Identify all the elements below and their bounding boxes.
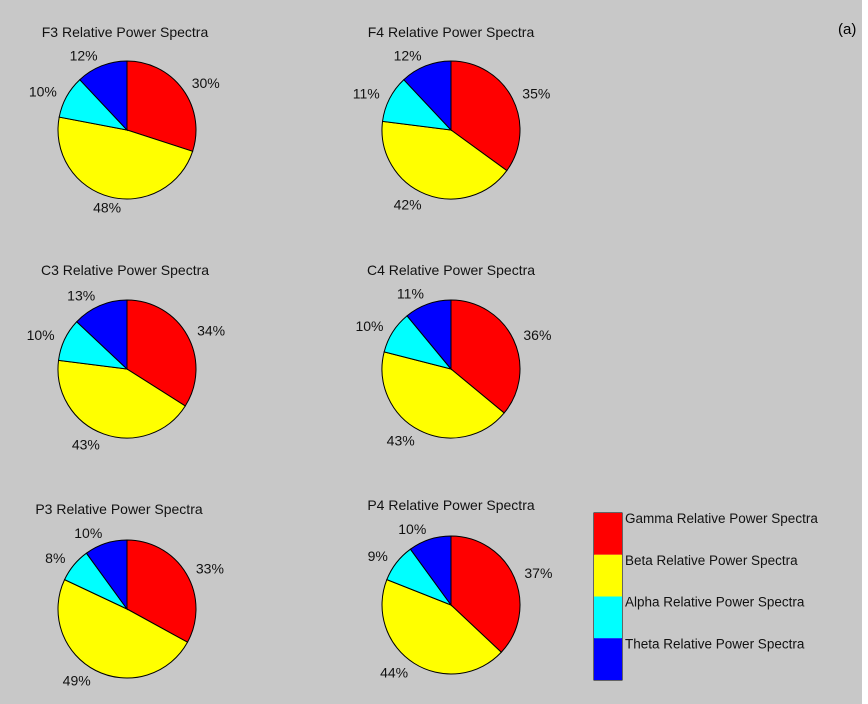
pie-title-c3: C3 Relative Power Spectra bbox=[41, 262, 209, 278]
pie-label-f3-gamma: 30% bbox=[192, 75, 220, 91]
pie-label-f4-alpha: 11% bbox=[353, 86, 380, 102]
pie-label-c3-beta: 43% bbox=[72, 436, 100, 452]
legend-label-gamma: Gamma Relative Power Spectra bbox=[625, 511, 818, 526]
pie-slice-p4-theta bbox=[409, 535, 452, 607]
pie-slice-f3-theta bbox=[79, 60, 128, 132]
pie-slice-p3-gamma bbox=[126, 539, 197, 643]
pie-slice-f3-gamma bbox=[126, 60, 197, 152]
legend-label-beta: Beta Relative Power Spectra bbox=[625, 553, 798, 568]
pie-chart-p3: P3 Relative Power Spectra 33% 49% 8% 10% bbox=[35, 501, 224, 688]
pie-slice-f4-beta bbox=[381, 120, 508, 200]
pie-label-p3-theta: 10% bbox=[74, 525, 102, 541]
pie-label-c4-gamma: 36% bbox=[523, 327, 551, 343]
legend-label-alpha: Alpha Relative Power Spectra bbox=[625, 595, 805, 610]
pie-slice-p4-beta bbox=[381, 578, 503, 675]
pie-slice-c4-beta bbox=[381, 351, 505, 439]
legend-swatch-theta bbox=[594, 638, 622, 680]
pie-title-p3: P3 Relative Power Spectra bbox=[35, 501, 203, 517]
legend: Gamma Relative Power Spectra Beta Relativ… bbox=[593, 511, 818, 681]
pie-label-f4-theta: 12% bbox=[394, 48, 422, 64]
pie-slice-c4-theta bbox=[406, 299, 452, 371]
pie-label-f4-beta: 42% bbox=[394, 196, 422, 212]
pie-label-p3-gamma: 33% bbox=[196, 560, 224, 576]
pie-label-c4-alpha: 10% bbox=[355, 318, 383, 334]
pie-chart-c3: C3 Relative Power Spectra 34% 43% 10% 13% bbox=[27, 262, 226, 452]
pie-title-p4: P4 Relative Power Spectra bbox=[367, 497, 535, 513]
pie-title-c4: C4 Relative Power Spectra bbox=[367, 262, 535, 278]
legend-swatch-gamma bbox=[594, 513, 622, 555]
legend-swatch-alpha bbox=[594, 596, 622, 639]
pie-label-p4-theta: 10% bbox=[398, 521, 426, 537]
legend-swatch-beta bbox=[594, 554, 622, 597]
pie-label-c4-beta: 43% bbox=[387, 432, 415, 448]
pie-label-p3-beta: 49% bbox=[63, 672, 91, 688]
pie-slice-c4-gamma bbox=[450, 299, 521, 414]
pie-slice-p4-gamma bbox=[450, 535, 521, 653]
pie-chart-f3: F3 Relative Power Spectra 30% 48% 10% 12% bbox=[29, 24, 220, 216]
pie-label-f4-gamma: 35% bbox=[522, 86, 550, 102]
pie-label-p4-gamma: 37% bbox=[524, 565, 552, 581]
legend-label-theta: Theta Relative Power Spectra bbox=[625, 636, 805, 651]
pie-slice-p3-theta bbox=[85, 539, 128, 611]
pie-charts-group: F3 Relative Power Spectra30%48%10%12%F4 … bbox=[27, 24, 553, 688]
pie-chart-p4: P4 Relative Power Spectra 37% 44% 9% 10% bbox=[367, 497, 552, 681]
legend-swatches bbox=[594, 513, 622, 680]
pie-slice-f4-theta bbox=[403, 60, 452, 132]
pie-slice-p3-beta bbox=[57, 578, 189, 679]
pie-slice-c3-beta bbox=[57, 359, 186, 439]
pie-label-f3-beta: 48% bbox=[93, 200, 121, 216]
pie-title-f4: F4 Relative Power Spectra bbox=[368, 24, 535, 40]
pie-slice-f3-beta bbox=[57, 116, 194, 200]
pie-label-f3-alpha: 10% bbox=[29, 84, 57, 100]
pie-title-f3: F3 Relative Power Spectra bbox=[42, 24, 209, 40]
pie-label-p3-alpha: 8% bbox=[45, 550, 65, 566]
pie-label-p4-alpha: 9% bbox=[368, 548, 388, 564]
pie-label-f3-theta: 12% bbox=[70, 48, 98, 64]
pie-label-p4-beta: 44% bbox=[380, 665, 408, 681]
pie-label-c3-gamma: 34% bbox=[197, 323, 225, 339]
pie-chart-f4: F4 Relative Power Spectra 35% 42% 11% 12% bbox=[353, 24, 551, 212]
pie-label-c4-theta: 11% bbox=[397, 286, 424, 302]
legend-labels: Gamma Relative Power Spectra Beta Relativ… bbox=[625, 511, 818, 651]
pie-slice-f4-gamma bbox=[450, 60, 521, 172]
pie-chart-c4: C4 Relative Power Spectra 36% 43% 10% 11% bbox=[355, 262, 551, 448]
pie-label-c3-alpha: 10% bbox=[27, 327, 55, 343]
pie-slice-c3-theta bbox=[75, 299, 128, 371]
pie-label-c3-theta: 13% bbox=[67, 288, 95, 304]
panel-label: (a) bbox=[838, 21, 856, 38]
